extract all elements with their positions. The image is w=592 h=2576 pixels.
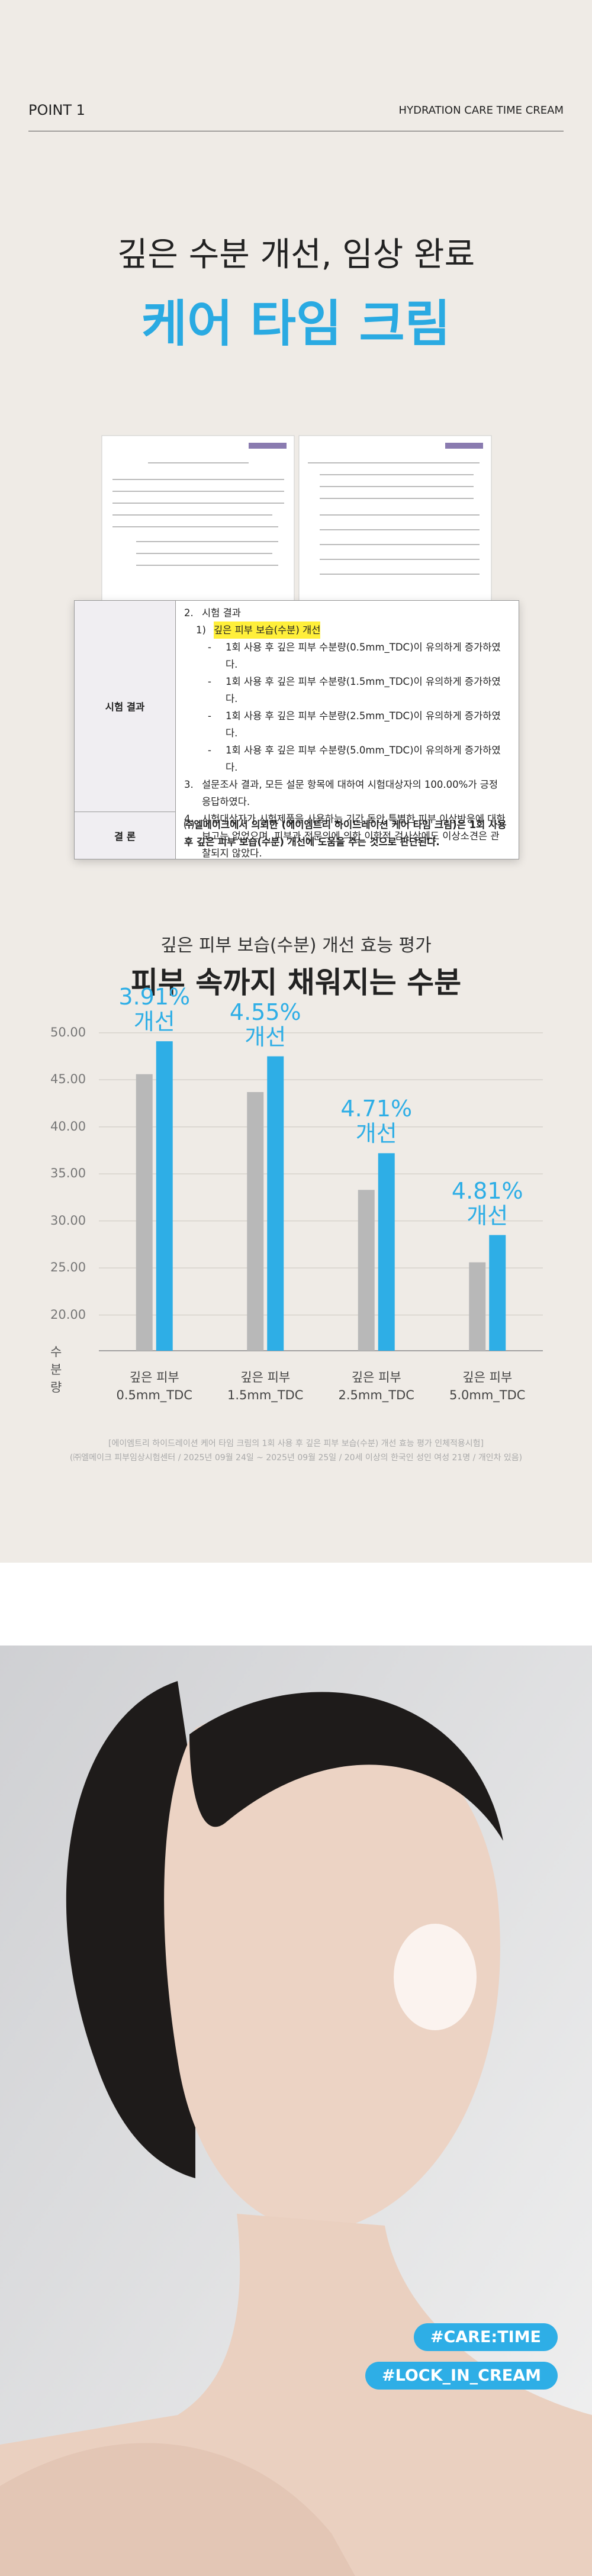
num: 4. <box>184 813 194 825</box>
bar <box>267 1056 284 1351</box>
annotation-value: 4.71% <box>340 1096 413 1122</box>
hashtag: #CARE:TIME <box>413 2323 558 2351</box>
y-tick-label: 40.00 <box>50 1119 86 1134</box>
x-tick-label: 깊은 피부 2.5mm_TDC <box>338 1370 414 1402</box>
y-tick-label: 45.00 <box>50 1072 86 1087</box>
text: 1회 사용 후 깊은 피부 수분량(0.5mm_TDC)이 유의하게 증가하였다… <box>226 642 501 670</box>
annotation-value: 4.55% <box>229 999 301 1025</box>
product-label: HYDRATION CARE TIME CREAM <box>398 104 564 117</box>
conclusion-text: ㈜엘메이크에서 의뢰한 (에이엠트리 하이드레이션 케어 타임 크림)은 1회 … <box>184 819 507 848</box>
annotation-text: 개선 <box>355 1120 397 1147</box>
text: 설문조사 결과, 모든 설문 항목에 대하여 시험대상자의 100.00%가 긍… <box>202 779 498 807</box>
text: 시험 결과 <box>202 607 241 619</box>
y-tick-label: 50.00 <box>50 1025 86 1039</box>
bullet: - <box>208 642 211 653</box>
num: 3. <box>184 779 194 790</box>
text: 깊은 피부 보습(수분) 개선 <box>214 622 321 639</box>
y-tick-label: 35.00 <box>50 1166 86 1181</box>
bar <box>469 1262 486 1351</box>
num: 1) <box>196 624 206 636</box>
annotation: 4.55% 개선 <box>206 1000 324 1049</box>
bar <box>358 1190 375 1351</box>
annotation: 3.91% 개선 <box>95 984 214 1034</box>
text: 1회 사용 후 깊은 피부 수분량(2.5mm_TDC)이 유의하게 증가하였다… <box>226 710 501 739</box>
bar <box>378 1153 395 1351</box>
bullet: - <box>208 710 211 722</box>
finding: - 1회 사용 후 깊은 피부 수분량(2.5mm_TDC)이 유의하게 증가하였… <box>184 707 507 742</box>
footnote: (㈜엘메이크 피부임상시험센터 / 2025년 09월 24일 ~ 2025년 … <box>69 1453 523 1463</box>
point-label: POINT 1 <box>28 102 85 118</box>
result-label: 시험 결과 <box>75 601 176 812</box>
annotation-value: 3.91% <box>118 984 191 1010</box>
annotation-value: 4.81% <box>451 1177 523 1204</box>
result-text: 2. 시험 결과 1) 깊은 피부 보습(수분) 개선 - 1회 사용 후 깊은 피부… <box>184 604 507 862</box>
x-tick-label: 깊은 피부 5.0mm_TDC <box>449 1370 526 1402</box>
footnote: [에이엠트리 하이드레이션 케어 타임 크림의 1회 사용 후 깊은 피부 보습… <box>108 1439 484 1448</box>
annotation-text: 개선 <box>133 1009 175 1035</box>
annotation: 4.81% 개선 <box>428 1178 546 1228</box>
finding: - 1회 사용 후 깊은 피부 수분량(0.5mm_TDC)이 유의하게 증가하였… <box>184 639 507 673</box>
hero-subtitle: 깊은 수분 개선, 임상 완료 <box>117 236 475 274</box>
annotation-text: 개선 <box>466 1202 509 1229</box>
annotation-text: 개선 <box>244 1023 287 1050</box>
bar <box>156 1041 173 1351</box>
finding: - 1회 사용 후 깊은 피부 수분량(5.0mm_TDC)이 유의하게 증가하였… <box>184 742 507 776</box>
bar <box>136 1074 153 1351</box>
bar <box>489 1235 506 1351</box>
y-tick-label: 30.00 <box>50 1213 86 1228</box>
document-pages <box>101 435 492 614</box>
y-axis-label: 수분량 <box>50 1345 62 1395</box>
text: 시험대상자가 시험제품을 사용하는 기간 동안 특별한 피부 이상반응에 대한 … <box>202 813 506 859</box>
x-tick-label: 깊은 피부 1.5mm_TDC <box>227 1370 304 1402</box>
chart-title: 피부 속까지 채워지는 수분 <box>130 965 462 1000</box>
result-card: 시험 결과 결 론 2. 시험 결과 1) 깊은 피부 보습(수분) 개선 - 1회 … <box>74 600 519 859</box>
x-tick-label: 깊은 피부 0.5mm_TDC <box>116 1370 192 1402</box>
chart-subtitle: 깊은 피부 보습(수분) 개선 효능 평가 <box>160 935 432 956</box>
annotation: 4.71% 개선 <box>317 1096 436 1146</box>
chart <box>99 1032 543 1351</box>
bar <box>247 1091 264 1351</box>
bullet: - <box>208 676 211 687</box>
hashtag: #LOCK_IN_CREAM <box>365 2362 558 2390</box>
hero-title: 케어 타임 크림 <box>141 295 451 353</box>
y-tick-label: 20.00 <box>50 1307 86 1322</box>
text: 1회 사용 후 깊은 피부 수분량(1.5mm_TDC)이 유의하게 증가하였다… <box>226 676 501 704</box>
y-tick-label: 25.00 <box>50 1260 86 1275</box>
photo <box>0 1646 592 2576</box>
conclusion-label: 결 론 <box>75 812 176 859</box>
bullet: - <box>208 745 211 756</box>
text: 1회 사용 후 깊은 피부 수분량(5.0mm_TDC)이 유의하게 증가하였다… <box>226 745 501 773</box>
finding: - 1회 사용 후 깊은 피부 수분량(1.5mm_TDC)이 유의하게 증가하였… <box>184 673 507 707</box>
num: 2. <box>184 607 194 619</box>
